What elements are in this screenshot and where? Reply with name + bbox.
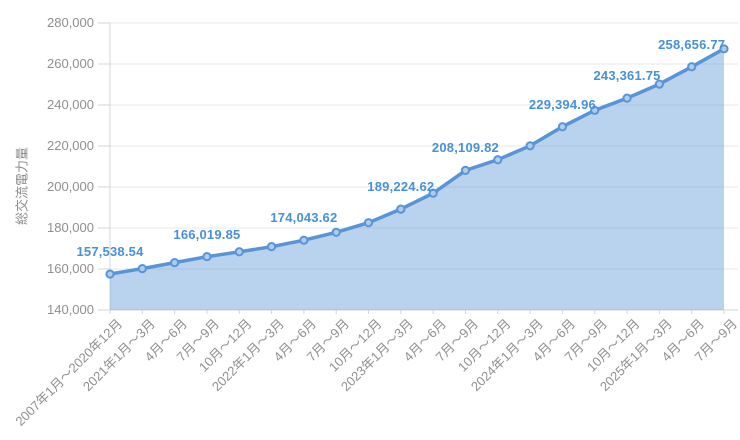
data-point-label: 229,394.96	[528, 96, 596, 112]
y-tick-label: 280,000	[47, 15, 94, 30]
data-point-label: 189,224.62	[367, 179, 435, 195]
data-point-marker	[428, 188, 438, 198]
data-point-marker	[622, 93, 632, 103]
data-point-marker	[363, 218, 374, 228]
data-point-marker	[331, 227, 341, 237]
data-point-marker	[525, 141, 535, 151]
y-tick-label: 240,000	[47, 97, 94, 112]
data-point-label: 258,656.77	[658, 36, 726, 52]
data-point-marker	[557, 122, 568, 132]
y-tick-label: 160,000	[47, 261, 94, 276]
data-point-marker	[202, 252, 212, 262]
data-point-marker	[266, 242, 277, 252]
y-tick-label: 200,000	[47, 179, 94, 194]
data-point-marker	[460, 165, 471, 175]
y-tick-label: 220,000	[47, 138, 94, 153]
data-point-label: 208,109.82	[431, 140, 499, 156]
data-point-label: 157,538.54	[76, 244, 144, 260]
data-point-marker	[590, 105, 600, 115]
y-tick-label: 260,000	[47, 56, 94, 71]
data-point-marker	[654, 79, 664, 89]
data-point-marker	[299, 235, 309, 245]
data-point-marker	[719, 44, 729, 54]
data-point-marker	[687, 62, 697, 72]
series-line	[108, 47, 726, 276]
data-point-label: 174,043.62	[270, 210, 338, 226]
data-point-label: 243,361.75	[593, 68, 661, 84]
data-point-marker	[493, 155, 503, 165]
y-tick-label: 140,000	[47, 302, 94, 317]
data-point-marker	[137, 263, 147, 274]
data-point-marker	[396, 204, 406, 214]
y-tick-label: 180,000	[47, 220, 94, 235]
series-area	[110, 48, 724, 311]
data-point-marker	[170, 258, 180, 268]
data-point-label: 166,019.85	[173, 226, 241, 242]
data-point-marker	[105, 269, 115, 279]
data-point-marker	[234, 247, 244, 257]
